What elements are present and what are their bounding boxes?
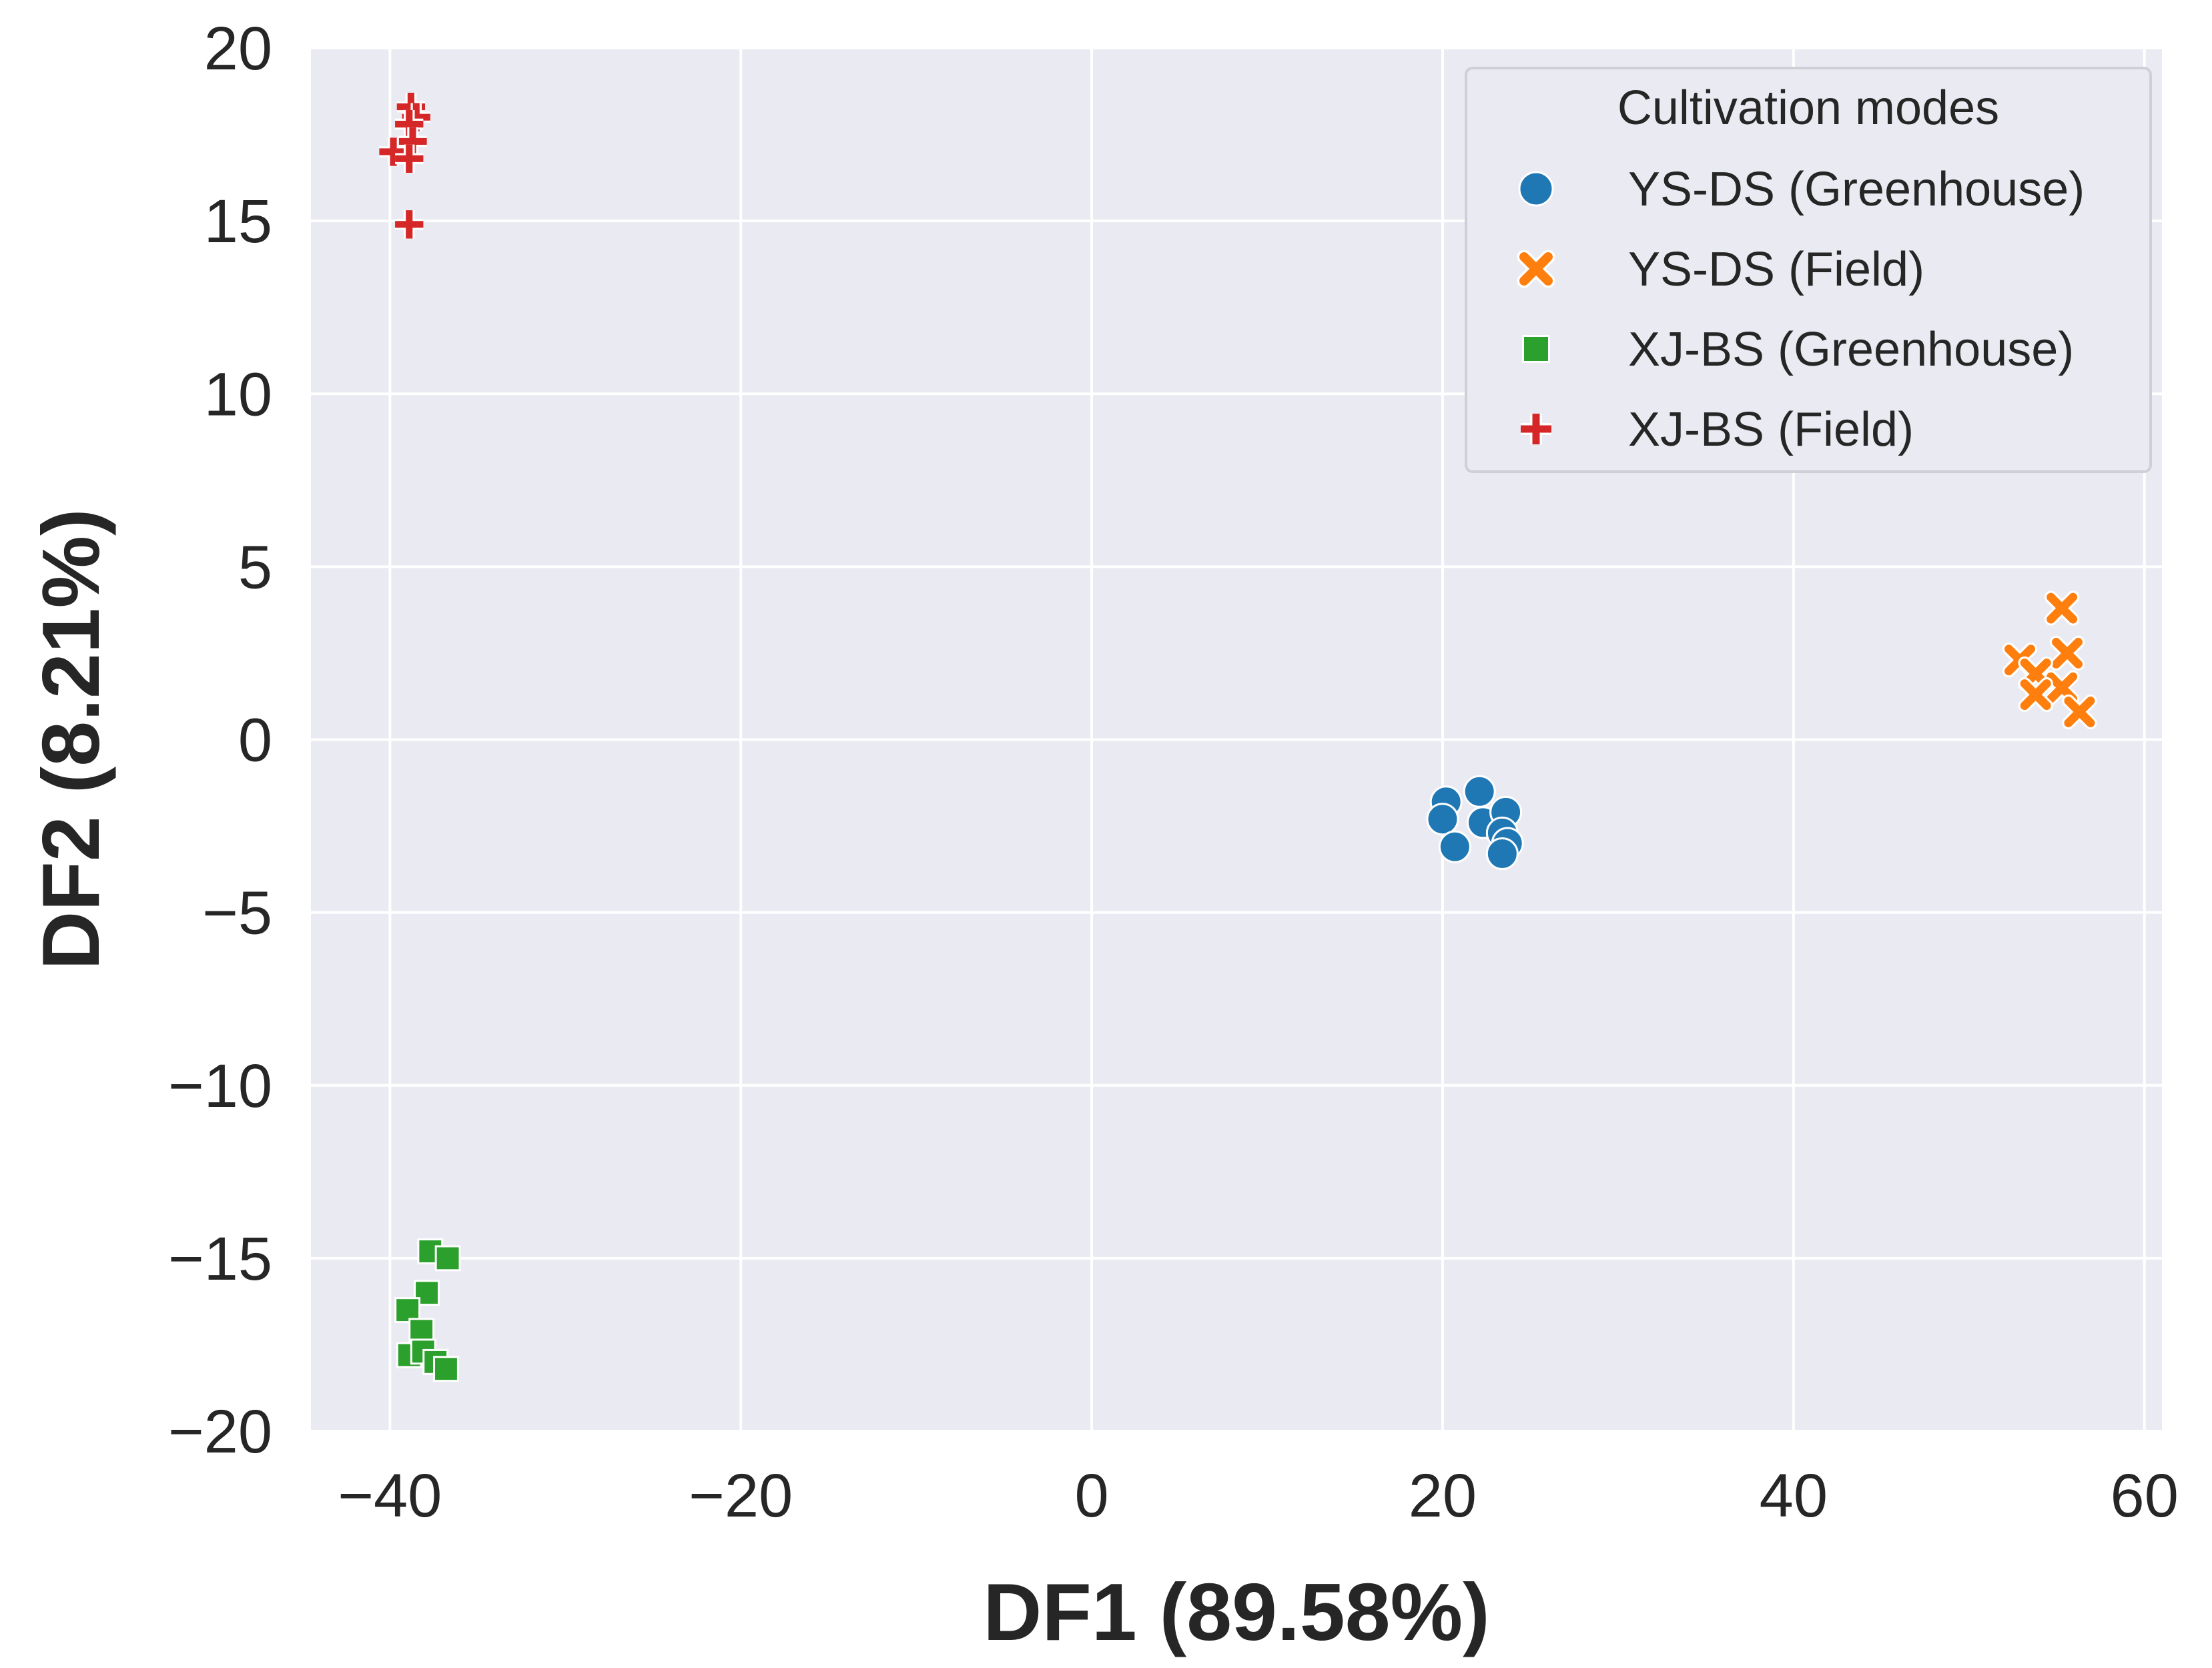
data-point <box>2044 590 2080 626</box>
y-tick-label: 15 <box>204 187 272 256</box>
legend-label: YS-DS (Greenhouse) <box>1628 163 2085 216</box>
series-ys-ds-field <box>2002 590 2097 730</box>
y-gridlines <box>311 47 2162 1432</box>
data-point <box>1485 837 1519 871</box>
data-point <box>2049 635 2085 671</box>
x-tick-label: 60 <box>2111 1462 2179 1530</box>
x-tick-label: −40 <box>338 1462 442 1530</box>
x-tick-label: 20 <box>1409 1462 1477 1530</box>
legend-marker <box>1518 171 1554 207</box>
series-xj-bs-greenhouse <box>394 1238 461 1382</box>
y-tick-labels: −20 −15 −10 −5 0 5 10 15 20 <box>168 15 272 1466</box>
y-tick-label: −5 <box>202 879 272 947</box>
y-tick-label: −15 <box>168 1225 272 1293</box>
data-point <box>379 137 408 166</box>
data-point <box>1463 775 1496 808</box>
legend-label: XJ-BS (Field) <box>1628 403 1914 456</box>
y-tick-label: −10 <box>168 1052 272 1120</box>
x-tick-label: 0 <box>1074 1462 1108 1530</box>
data-point <box>2062 694 2097 730</box>
legend-marker <box>1517 250 1555 288</box>
legend-label: YS-DS (Field) <box>1628 243 1924 296</box>
y-tick-label: 20 <box>204 15 272 83</box>
data-point <box>2018 677 2053 713</box>
legend-title: Cultivation modes <box>1617 81 1999 135</box>
x-axis-title: DF1 (89.58%) <box>983 1567 1489 1657</box>
data-point <box>395 210 424 239</box>
series-xj-bs-field <box>379 92 430 239</box>
data-point <box>433 1356 459 1382</box>
y-axis-title: DF2 (8.21%) <box>25 508 116 970</box>
data-point <box>434 1245 461 1272</box>
legend-entry: XJ-BS (Greenhouse) <box>1522 323 2074 376</box>
series-ys-ds-greenhouse <box>1426 775 1524 871</box>
legend: Cultivation modes YS-DS (Greenhouse)YS-D… <box>1465 67 2152 473</box>
legend-entry: XJ-BS (Field) <box>1521 403 1914 456</box>
data-point <box>1438 830 1471 863</box>
legend-marker <box>1521 414 1551 444</box>
legend-marker <box>1522 335 1550 363</box>
legend-entries: YS-DS (Greenhouse) YS-DS (Field) XJ-BS (Gr… <box>1517 163 2085 456</box>
data-point <box>1426 803 1459 836</box>
y-tick-label: 0 <box>238 707 272 775</box>
legend-entry: YS-DS (Field) <box>1517 243 1924 296</box>
x-tick-label: −20 <box>689 1462 793 1530</box>
data-points <box>379 92 2097 1382</box>
legend-entry: YS-DS (Greenhouse) <box>1518 163 2085 216</box>
legend-box <box>1465 67 2152 473</box>
legend-label: XJ-BS (Greenhouse) <box>1628 323 2074 376</box>
data-point <box>395 144 424 173</box>
y-tick-label: 5 <box>238 533 272 601</box>
x-tick-labels: −40 −20 0 20 40 60 <box>338 1462 2179 1530</box>
y-tick-label: 10 <box>204 360 272 428</box>
y-tick-label: −20 <box>168 1398 272 1466</box>
x-tick-label: 40 <box>1760 1462 1828 1530</box>
